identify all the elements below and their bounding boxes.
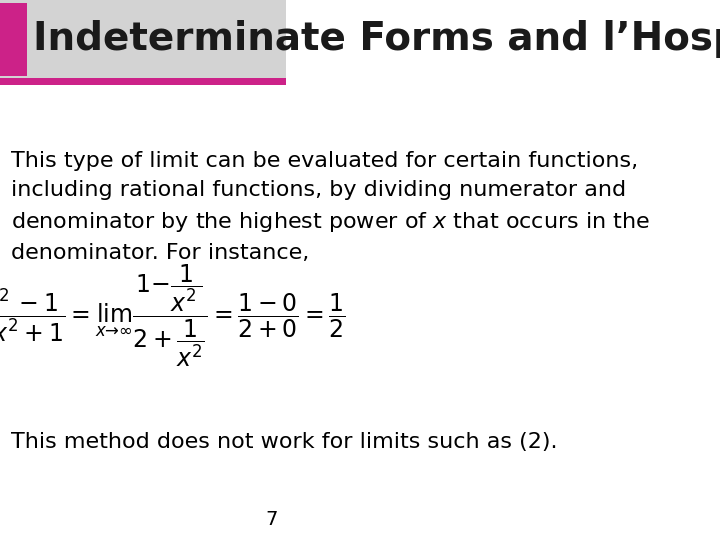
Text: This method does not work for limits such as (2).: This method does not work for limits suc…	[12, 432, 558, 452]
Text: Indeterminate Forms and l’Hospital’s Rule: Indeterminate Forms and l’Hospital’s Rul…	[33, 20, 720, 58]
FancyBboxPatch shape	[0, 0, 286, 78]
Text: This type of limit can be evaluated for certain functions,
including rational fu: This type of limit can be evaluated for …	[12, 151, 650, 262]
Text: $\lim_{x\to\infty} \dfrac{x^2 - 1}{2x^2 + 1} = \lim_{x\to\infty} \dfrac{1 - \dfr: $\lim_{x\to\infty} \dfrac{x^2 - 1}{2x^2 …	[0, 262, 346, 369]
Text: 7: 7	[265, 510, 277, 529]
FancyBboxPatch shape	[0, 3, 27, 76]
FancyBboxPatch shape	[0, 78, 286, 85]
